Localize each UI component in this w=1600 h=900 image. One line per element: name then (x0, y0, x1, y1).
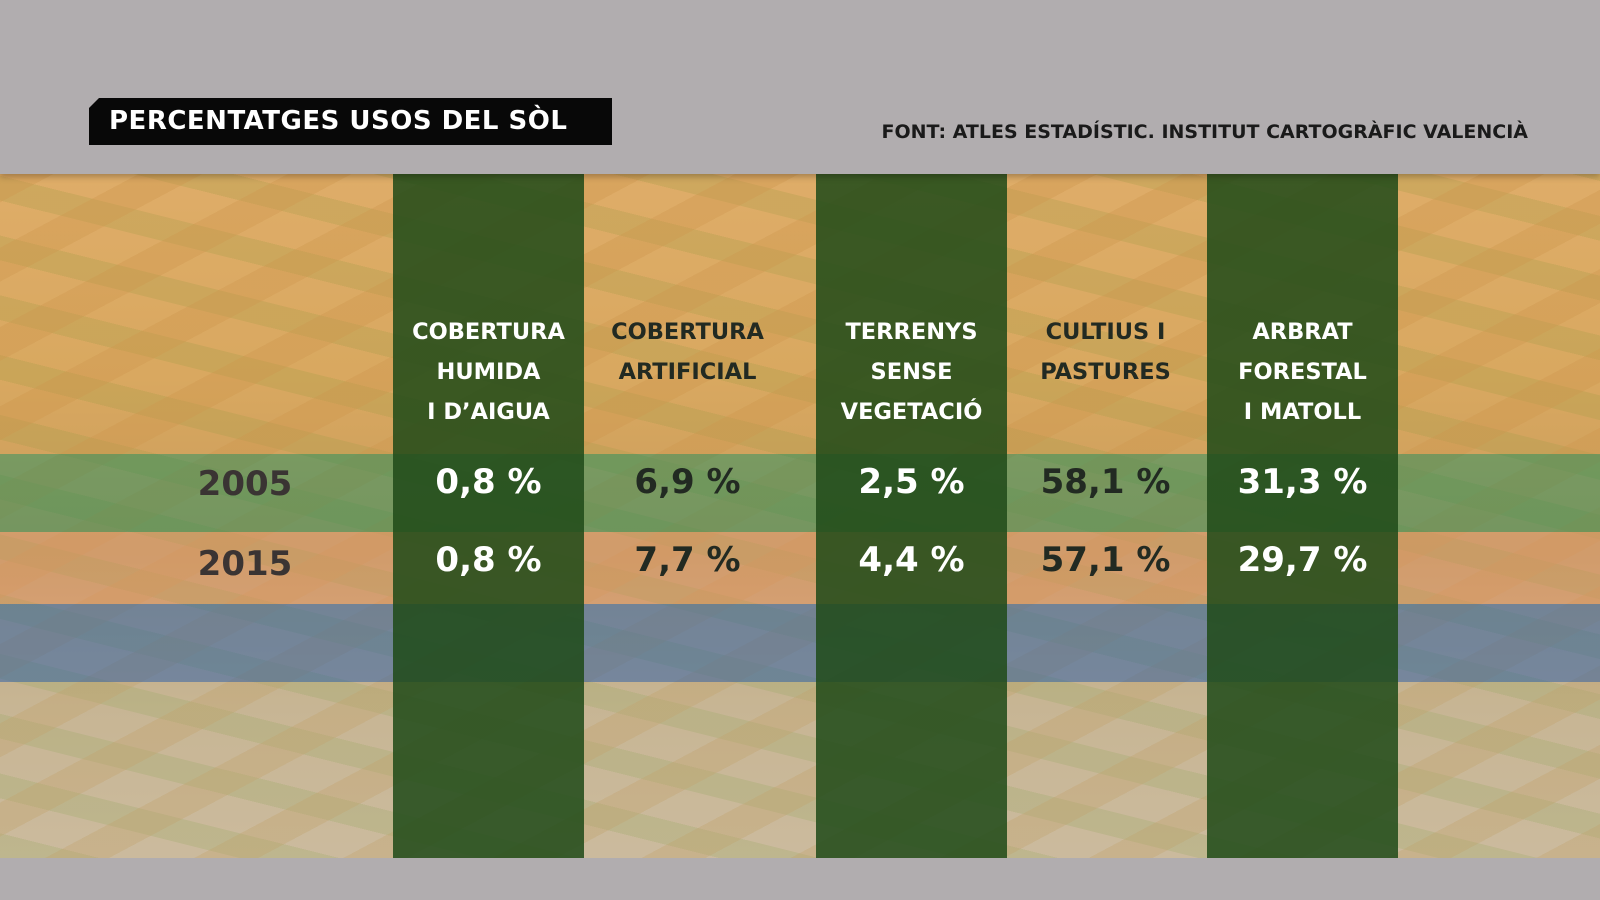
title-box: PERCENTATGES USOS DEL SÒL (89, 98, 612, 145)
column-header: ARBRAT FORESTAL I MATOLL (1238, 319, 1367, 425)
chart-title: PERCENTATGES USOS DEL SÒL (109, 106, 568, 136)
column-header: CULTIUS I PASTURES (1040, 319, 1171, 385)
value-cell: 29,7 % (1237, 540, 1368, 580)
row-year-label: 2005 (197, 464, 293, 504)
column-header: COBERTURA HUMIDA I D’AIGUA (412, 319, 565, 425)
column-cultius-i-pastures: CULTIUS I PASTURES 58,1 % 57,1 % (1010, 174, 1201, 858)
column-header: TERRENYS SENSE VEGETACIÓ (840, 319, 983, 425)
value-cell: 0,8 % (435, 540, 542, 580)
column-cobertura-humida: COBERTURA HUMIDA I D’AIGUA 0,8 % 0,8 % (393, 174, 584, 858)
column-cobertura-artificial: COBERTURA ARTIFICIAL 6,9 % 7,7 % (592, 174, 783, 858)
column-terrenys-sense-vegetacio: TERRENYS SENSE VEGETACIÓ 2,5 % 4,4 % (816, 174, 1007, 858)
value-cell: 58,1 % (1040, 462, 1171, 502)
value-cell: 7,7 % (634, 540, 741, 580)
value-cell: 57,1 % (1040, 540, 1171, 580)
row-year-label: 2015 (197, 544, 293, 584)
column-header: COBERTURA ARTIFICIAL (611, 319, 764, 385)
source-credit: FONT: ATLES ESTADÍSTIC. INSTITUT CARTOGR… (881, 121, 1528, 143)
value-cell: 31,3 % (1237, 462, 1368, 502)
value-cell: 0,8 % (435, 462, 542, 502)
value-cell: 2,5 % (858, 462, 965, 502)
column-arbrat-forestal: ARBRAT FORESTAL I MATOLL 31,3 % 29,7 % (1207, 174, 1398, 858)
value-cell: 4,4 % (858, 540, 965, 580)
value-cell: 6,9 % (634, 462, 741, 502)
header-bar: PERCENTATGES USOS DEL SÒL FONT: ATLES ES… (0, 0, 1600, 174)
background-photo-field: 2005 2015 COBERTURA HUMIDA I D’AIGUA 0,8… (0, 174, 1600, 858)
